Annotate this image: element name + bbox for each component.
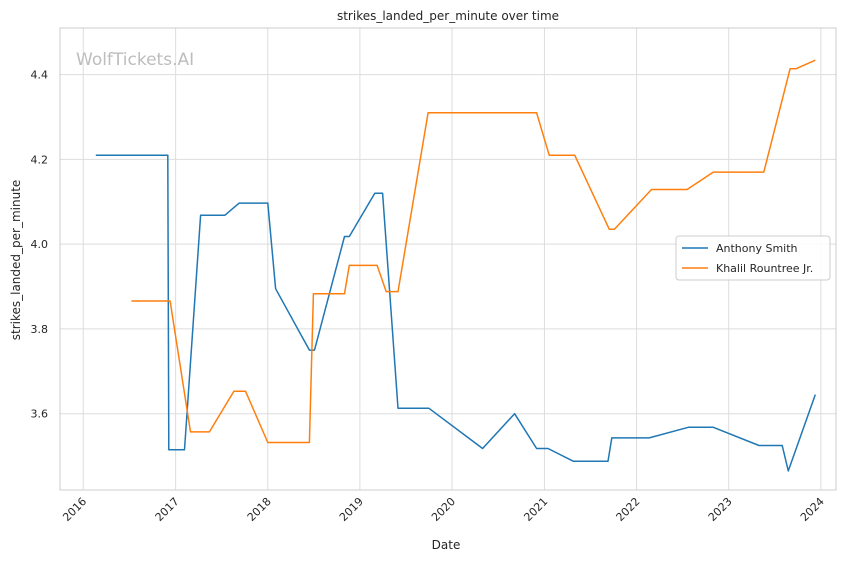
x-axis-title: Date (432, 538, 461, 552)
legend: Anthony Smith Khalil Rountree Jr. (675, 235, 831, 281)
y-tick-label: 4.0 (31, 238, 49, 251)
series-line-khalil-rountree-jr (131, 59, 816, 444)
legend-label-anthony-smith: Anthony Smith (716, 242, 798, 255)
y-axis-title: strikes_landed_per_minute (9, 180, 23, 341)
legend-label-khalil-rountree: Khalil Rountree Jr. (716, 262, 813, 275)
chart-title: strikes_landed_per_minute over time (337, 9, 559, 23)
series-lines (95, 59, 817, 472)
legend-box (675, 235, 831, 281)
y-tick-label: 4.2 (31, 153, 49, 166)
y-tick-label: 3.8 (31, 323, 49, 336)
plot-frame (59, 27, 837, 491)
y-tick-label: 4.4 (31, 69, 49, 82)
watermark: WolfTickets.AI (76, 50, 194, 70)
y-tick-labels: 3.6 3.8 4.0 4.2 4.4 (31, 69, 49, 421)
y-tick-label: 3.6 (31, 408, 49, 421)
series-line-anthony-smith (95, 154, 817, 472)
